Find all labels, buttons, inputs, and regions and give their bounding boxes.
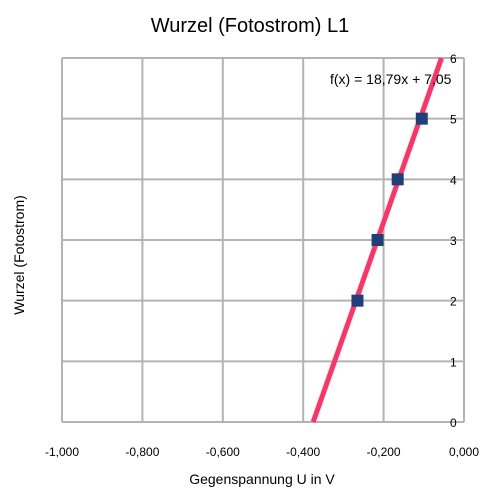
y-tick-label: 0: [450, 416, 457, 430]
y-tick-label: 2: [450, 295, 457, 309]
y-axis-label: Wurzel (Fotostrom): [11, 195, 27, 315]
x-tick-labels: -1,000 -0,800 -0,600 -0,400 -0,200 0,000: [45, 445, 479, 459]
x-tick-label: -0,800: [125, 445, 159, 459]
data-points: [351, 112, 428, 307]
y-tick-label: 3: [450, 234, 457, 248]
y-tick-labels: 0 1 2 3 4 5 6: [450, 52, 457, 430]
x-tick-label: 0,000: [449, 445, 479, 459]
x-tick-label: -0,400: [286, 445, 320, 459]
y-tick-label: 6: [450, 52, 457, 66]
y-tick-label: 4: [450, 173, 457, 187]
y-tick-label: 1: [450, 355, 457, 369]
x-tick-label: -0,600: [206, 445, 240, 459]
x-axis-label: Gegenspannung U in V: [189, 471, 335, 487]
trendline-equation: f(x) = 18,79x + 7,05: [330, 71, 452, 87]
data-point: [391, 173, 404, 186]
data-point: [371, 234, 384, 246]
data-point: [415, 112, 428, 125]
chart-title: Wurzel (Fotostrom) L1: [151, 15, 350, 37]
x-tick-label: -1,000: [45, 445, 79, 459]
data-point: [351, 294, 364, 307]
x-tick-label: -0,200: [367, 445, 401, 459]
y-tick-label: 5: [450, 113, 457, 127]
